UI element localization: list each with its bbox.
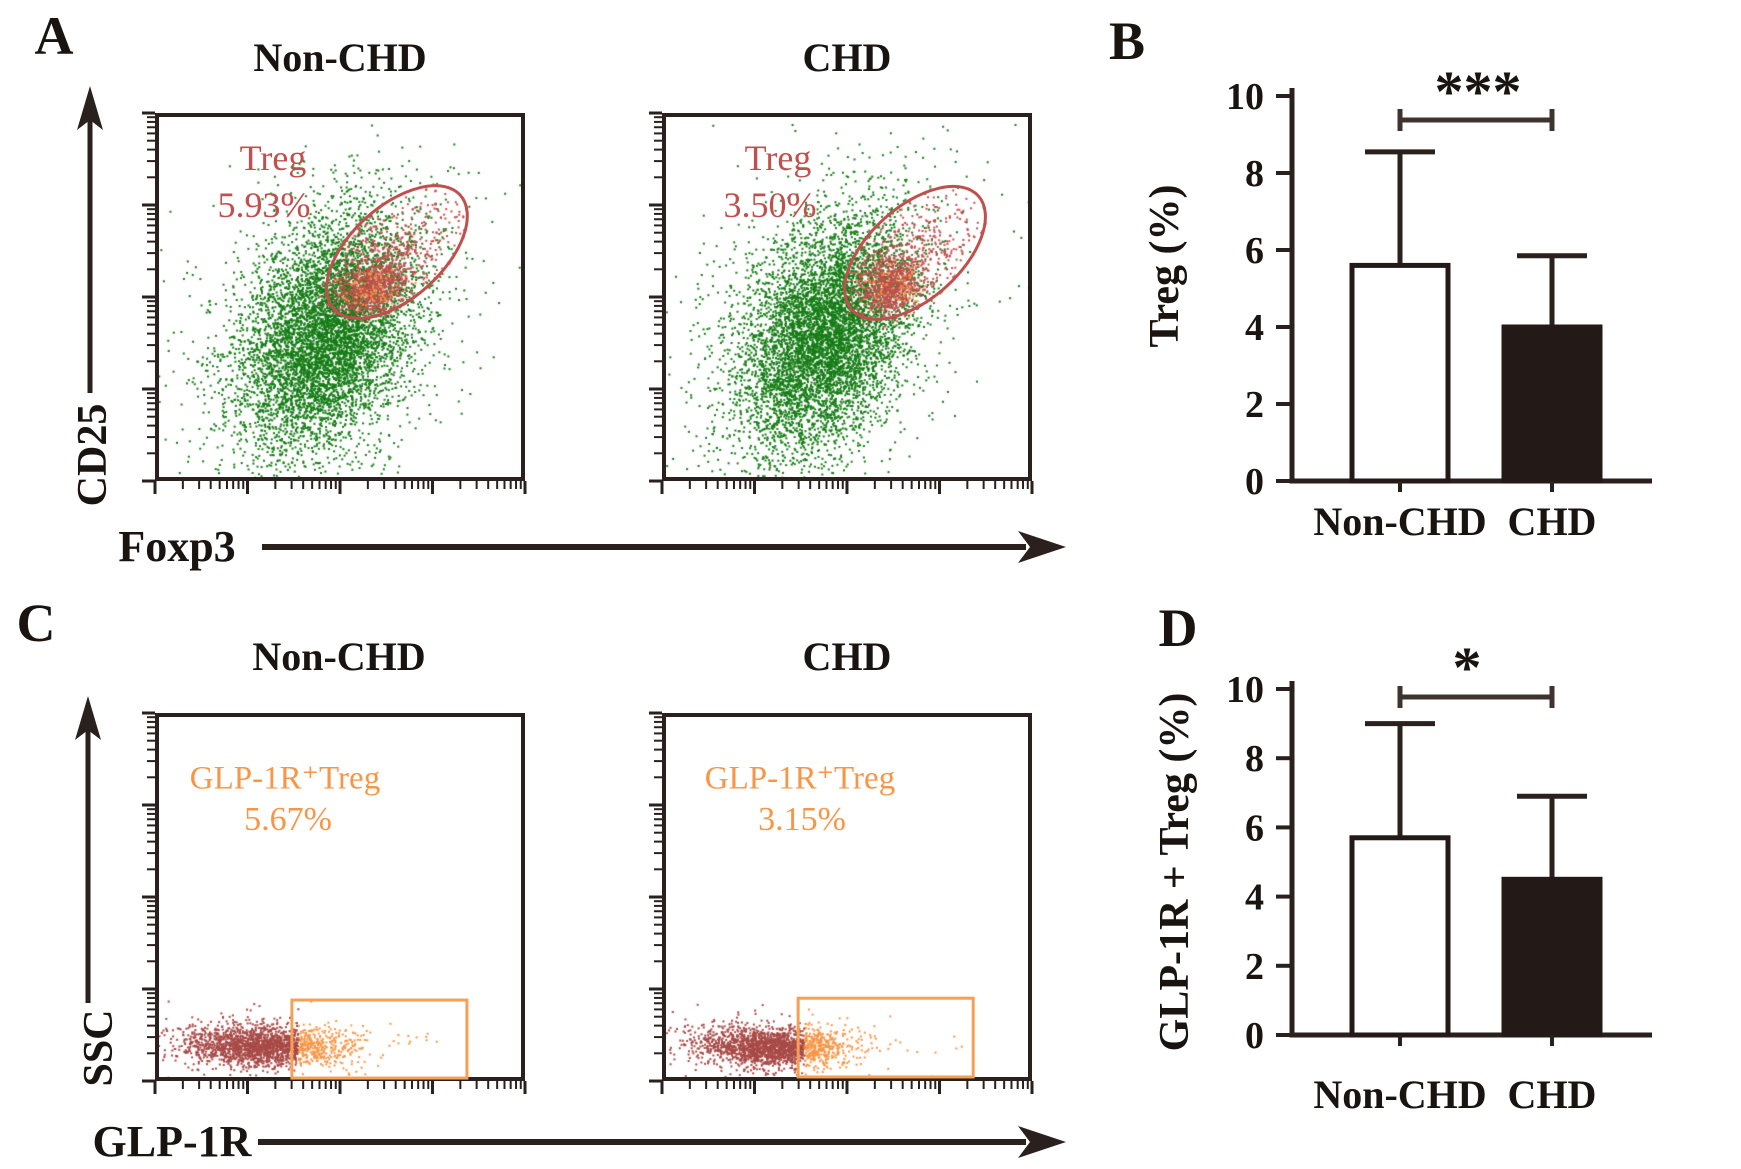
gate-label-c-chd: GLP-1R⁺Treg bbox=[704, 760, 896, 797]
bar-non-chd bbox=[1349, 835, 1451, 1038]
y-axis-label-treg-pct: Treg (%) bbox=[1142, 184, 1188, 348]
y-axis-label-glp1r-treg-pct: GLP-1R + Treg (%) bbox=[1152, 692, 1198, 1052]
bar-chd bbox=[1501, 324, 1603, 484]
scatter-points-canvas bbox=[155, 113, 525, 481]
svg-text:6: 6 bbox=[1245, 230, 1264, 272]
log-axis-ticks bbox=[142, 711, 527, 1094]
x-axis-label-glp1r: GLP-1R bbox=[92, 1117, 252, 1166]
gate-label-a-chd: Treg bbox=[744, 138, 812, 178]
svg-text:6: 6 bbox=[1245, 807, 1264, 849]
title-a-chd: CHD bbox=[802, 35, 892, 80]
flow-plot-a-nonchd bbox=[142, 111, 527, 494]
panel-label-c: C bbox=[16, 593, 56, 653]
log-axis-ticks bbox=[649, 111, 1034, 494]
scatter-points-canvas bbox=[662, 713, 1032, 1081]
svg-text:0: 0 bbox=[1245, 461, 1264, 503]
category-label-b-nonchd: Non-CHD bbox=[1313, 499, 1487, 544]
flow-plot-c-chd bbox=[649, 711, 1034, 1094]
title-c-chd: CHD bbox=[802, 634, 892, 679]
category-label-d-chd: CHD bbox=[1507, 1072, 1597, 1117]
panel-B-bar-chart: 0 2 4 6 8 10 bbox=[1226, 76, 1652, 503]
plot-frame bbox=[662, 713, 1032, 1081]
axis-arrow-up bbox=[77, 86, 103, 393]
flow-plot-c-nonchd bbox=[142, 711, 527, 1094]
bar-chd bbox=[1501, 876, 1603, 1038]
svg-text:0: 0 bbox=[1245, 1015, 1264, 1057]
treg-gate-ellipse bbox=[325, 184, 469, 321]
scatter-points-canvas bbox=[155, 713, 525, 1081]
y-axis-label-cd25: CD25 bbox=[70, 403, 116, 507]
svg-text:2: 2 bbox=[1245, 946, 1264, 988]
panel-label-d: D bbox=[1158, 598, 1198, 658]
plot-frame-svg bbox=[649, 111, 1034, 494]
significance-d: * bbox=[1452, 635, 1482, 700]
axis-arrow-right bbox=[258, 1126, 1066, 1158]
gate-label-a-nonchd: Treg bbox=[239, 138, 307, 178]
x-axis-label-foxp3: Foxp3 bbox=[118, 522, 236, 571]
svg-text:2: 2 bbox=[1245, 384, 1264, 426]
significance-b: *** bbox=[1434, 59, 1522, 124]
panel-label-b: B bbox=[1108, 11, 1146, 71]
glp1r-gate-rect bbox=[796, 996, 975, 1079]
flow-plot-a-chd bbox=[649, 111, 1034, 494]
bar-non-chd bbox=[1349, 262, 1451, 484]
title-a-nonchd: Non-CHD bbox=[253, 35, 427, 80]
svg-text:8: 8 bbox=[1245, 738, 1264, 780]
scatter-points-canvas bbox=[662, 113, 1032, 481]
plot-frame-svg bbox=[142, 111, 527, 494]
category-label-b-chd: CHD bbox=[1507, 499, 1597, 544]
gate-value-c-chd: 3.15% bbox=[758, 801, 846, 838]
panel-label-a: A bbox=[34, 6, 74, 66]
svg-text:4: 4 bbox=[1245, 307, 1264, 349]
gate-value-a-nonchd: 5.93% bbox=[217, 185, 311, 225]
y-axis-label-ssc: SSC bbox=[76, 1009, 122, 1087]
title-c-nonchd: Non-CHD bbox=[252, 634, 426, 679]
treg-gate-ellipse bbox=[843, 184, 987, 321]
plot-frame-svg bbox=[142, 711, 527, 1094]
svg-text:8: 8 bbox=[1245, 153, 1264, 195]
plot-frame bbox=[155, 113, 525, 481]
log-axis-ticks bbox=[649, 711, 1034, 1094]
category-label-d-nonchd: Non-CHD bbox=[1313, 1072, 1487, 1117]
gate-label-c-nonchd: GLP-1R⁺Treg bbox=[189, 760, 381, 797]
svg-text:10: 10 bbox=[1226, 76, 1264, 118]
log-axis-ticks bbox=[142, 111, 527, 494]
plot-frame bbox=[662, 113, 1032, 481]
plot-frame-svg bbox=[649, 711, 1034, 1094]
axis-arrow-up bbox=[75, 696, 101, 1003]
gate-value-c-nonchd: 5.67% bbox=[244, 801, 332, 838]
gate-value-a-chd: 3.50% bbox=[723, 185, 817, 225]
svg-text:4: 4 bbox=[1245, 877, 1264, 919]
svg-text:10: 10 bbox=[1226, 669, 1264, 711]
panel-D-bar-chart: 0 2 4 6 8 10 bbox=[1226, 669, 1652, 1057]
glp1r-gate-rect bbox=[290, 998, 469, 1080]
axis-arrow-right bbox=[262, 531, 1066, 563]
